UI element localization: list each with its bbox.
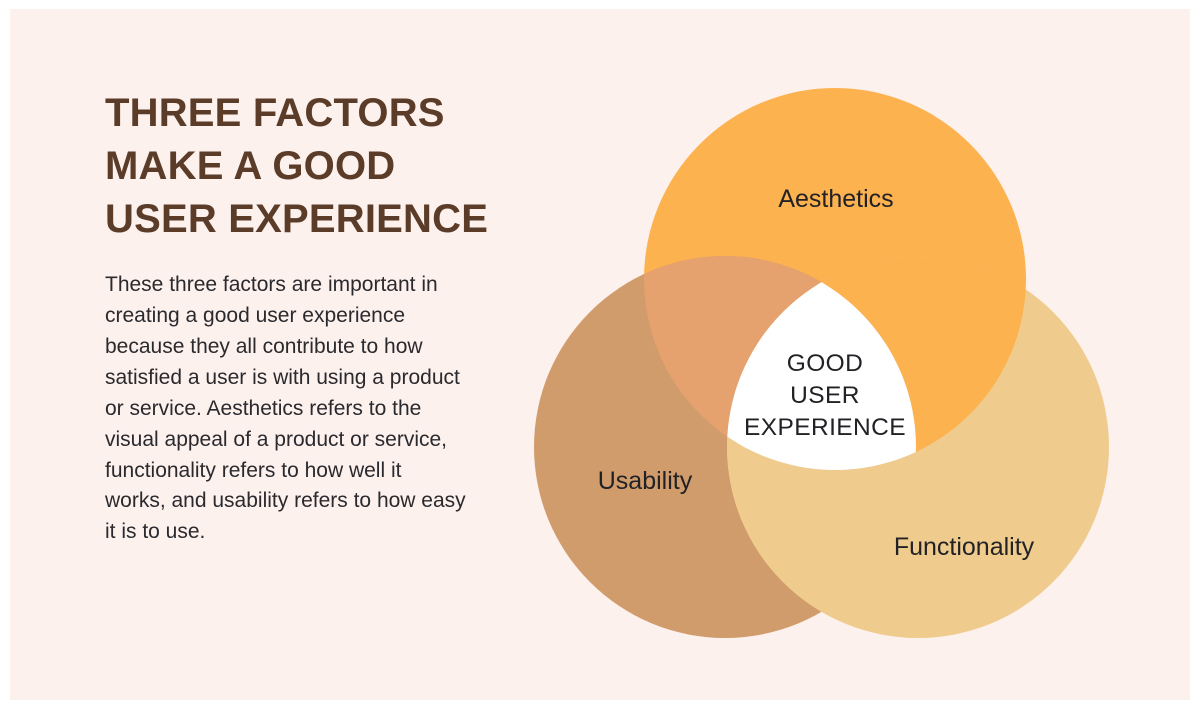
venn-center-label-line1: GOOD <box>787 350 863 377</box>
venn-label-aesthetics: Aesthetics <box>778 185 893 213</box>
venn-center-label: GOOD USER EXPERIENCE <box>744 350 906 441</box>
venn-diagram: Aesthetics Usability Functionality GOOD … <box>520 69 1140 669</box>
venn-center-label-line3: EXPERIENCE <box>744 414 906 441</box>
venn-diagram-svg: Aesthetics Usability Functionality GOOD … <box>534 88 1109 638</box>
body-paragraph: These three factors are important in cre… <box>105 273 466 544</box>
venn-label-functionality: Functionality <box>894 533 1035 561</box>
venn-center-label-line2: USER <box>790 382 860 409</box>
venn-label-usability: Usability <box>598 467 693 495</box>
slide-canvas: THREE FACTORS MAKE A GOOD USER EXPERIENC… <box>10 9 1190 700</box>
page-title: THREE FACTORS MAKE A GOOD USER EXPERIENC… <box>105 91 489 241</box>
text-column: THREE FACTORS MAKE A GOOD USER EXPERIENC… <box>105 87 488 548</box>
